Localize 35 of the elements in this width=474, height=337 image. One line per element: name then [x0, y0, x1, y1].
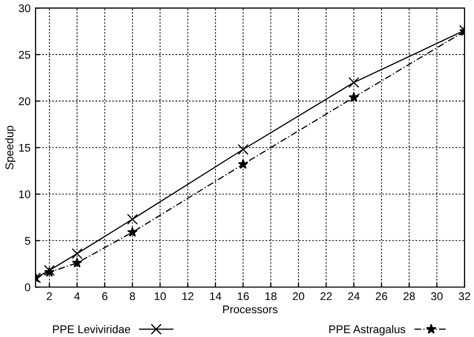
x-tick-label: 10: [154, 292, 166, 300]
y-tick-label: 10: [19, 190, 30, 198]
y-tick-label: 20: [18, 97, 30, 106]
point: [238, 144, 249, 155]
x-tick-label: 30: [431, 292, 443, 300]
x-tick-label: 12: [182, 292, 194, 300]
x-tick-label: 18: [265, 292, 276, 300]
point: [127, 226, 138, 237]
x-tick-label: 32: [458, 292, 470, 300]
x-tick-label: 4: [74, 292, 80, 300]
x-tick-label: 20: [292, 292, 304, 300]
legend-label: PPE Astragalus: [329, 325, 406, 336]
y-axis-title: Speedup: [5, 126, 16, 170]
y-tick-label: 15: [19, 144, 30, 152]
x-tick-label: 16: [238, 292, 249, 300]
point: [127, 214, 138, 225]
x-tick-label: 26: [376, 292, 388, 300]
legend-label: PPE Leviviridae: [53, 325, 130, 334]
x-tick-label: 24: [348, 292, 360, 300]
x-axis-title: Processors: [223, 306, 278, 314]
point: [72, 248, 82, 260]
point: [348, 77, 360, 88]
x-tick-label: 6: [102, 292, 108, 300]
x-tick-label: 8: [130, 292, 136, 300]
x-tick-label: 22: [320, 292, 332, 300]
x-tick-label: 28: [404, 292, 415, 300]
point: [72, 258, 82, 268]
point: [348, 92, 359, 102]
y-tick-label: 25: [18, 50, 30, 59]
y-tick-label: 30: [18, 4, 30, 12]
x-tick-label: 14: [210, 292, 222, 300]
point: [238, 158, 248, 169]
y-tick-label: 0: [24, 283, 30, 292]
x-tick-label: 2: [46, 292, 52, 300]
y-tick-label: 5: [24, 237, 30, 245]
